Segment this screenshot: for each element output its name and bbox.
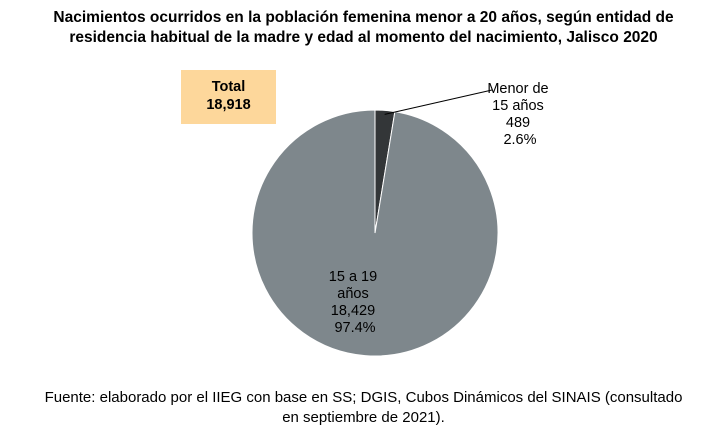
- slice-percent-15-19: 97.4%: [334, 320, 375, 336]
- slice-label-menor-15: Menor de 15 años 489 2.6%: [487, 81, 552, 148]
- slice-value-menor-15: 489: [506, 115, 530, 131]
- chart-title-line-2: residencia habitual de la madre y edad a…: [69, 29, 658, 46]
- slice-value-15-19: 18,429: [331, 303, 375, 319]
- slice-label-15-19-line-1: 15 a 19: [329, 269, 377, 285]
- slice-label-15-19-line-2: años: [337, 286, 368, 302]
- slice-percent-menor-15: 2.6%: [503, 132, 536, 148]
- total-box: Total 18,918: [181, 70, 276, 124]
- pie-slice-15-19: [251, 109, 499, 357]
- total-label: Total: [211, 79, 246, 95]
- slice-label-15-19: 15 a 19 años 18,429 97.4%: [329, 269, 381, 336]
- source-line-2: en septiembre de 2021).: [282, 409, 445, 426]
- chart-title: Nacimientos ocurridos en la población fe…: [0, 8, 727, 48]
- leader-line-menor-15: [384, 89, 493, 115]
- source-line-1: Fuente: elaborado por el IIEG con base e…: [44, 389, 683, 406]
- slice-label-menor-15-line-2: 15 años: [492, 98, 544, 114]
- total-value: 18,918: [206, 97, 251, 113]
- chart-title-line-1: Nacimientos ocurridos en la población fe…: [53, 9, 674, 26]
- slice-label-menor-15-line-1: Menor de: [487, 81, 548, 97]
- source-note: Fuente: elaborado por el IIEG con base e…: [0, 388, 727, 428]
